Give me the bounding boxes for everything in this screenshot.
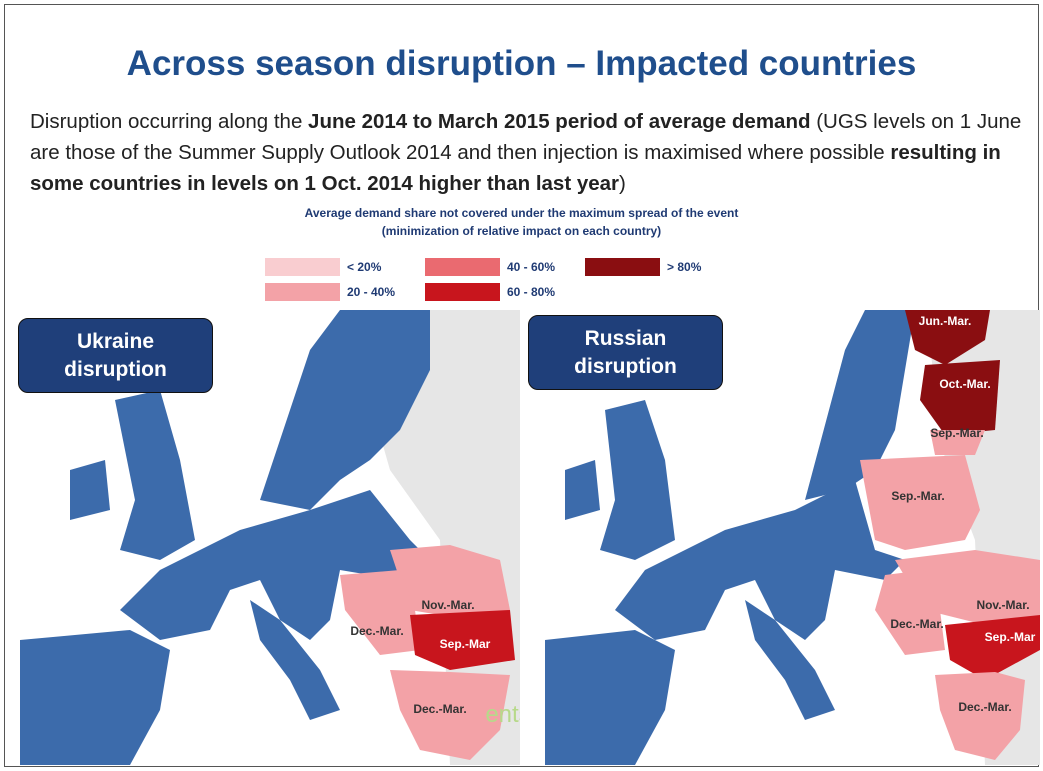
intro-text: (UGS levels on 1 June are those of the S… — [30, 110, 1022, 164]
legend-subtitle: (minimization of relative impact on each… — [381, 224, 662, 238]
scandinavia — [260, 310, 430, 510]
map-badge: Ukraine disruption — [18, 318, 213, 393]
iberia — [545, 630, 675, 765]
legend-swatch — [265, 258, 340, 276]
region — [920, 360, 1000, 435]
region — [875, 570, 945, 655]
region-label: Dec.-Mar. — [413, 702, 466, 716]
region-label: Oct.-Mar. — [939, 377, 990, 391]
ireland — [70, 460, 110, 520]
intro-text: Disruption occurring along the — [30, 110, 309, 133]
ireland — [565, 460, 600, 520]
intro-text: ) — [619, 172, 626, 195]
uk — [600, 400, 675, 560]
region — [905, 310, 990, 365]
region-label: Sep.-Mar — [440, 637, 491, 651]
iberia — [20, 630, 170, 765]
region-label: Jun.-Mar. — [919, 314, 972, 328]
region — [930, 430, 985, 455]
legend-label: > 80% — [667, 260, 702, 274]
europe — [615, 480, 905, 640]
map-badge: Russian disruption — [528, 315, 723, 390]
uk — [115, 390, 195, 560]
europe — [120, 490, 430, 640]
italy — [250, 600, 340, 720]
region-label: Nov.-Mar. — [421, 598, 474, 612]
legend-label: < 20% — [347, 260, 382, 274]
legend-swatch — [425, 283, 500, 301]
region — [390, 670, 510, 760]
region — [340, 570, 420, 655]
title: Across season disruption – Impacted coun… — [126, 44, 917, 83]
scandinavia — [805, 310, 915, 500]
intro-text: resulting in some countries in levels on… — [30, 141, 1001, 195]
italy — [745, 600, 835, 720]
region-label: Sep.-Mar — [985, 630, 1036, 644]
region-label: Nov.-Mar. — [976, 598, 1029, 612]
map-russia: Jun.-Mar. Oct.-Mar. Sep.-Mar. Sep.-Mar. … — [525, 310, 1040, 765]
legend-swatch — [265, 283, 340, 301]
intro-text: June 2014 to March 2015 period of averag… — [308, 110, 811, 133]
region-label: Dec.-Mar. — [958, 700, 1011, 714]
legend-label: 20 - 40% — [347, 285, 396, 299]
region-label: Dec.-Mar. — [350, 624, 403, 638]
legend-swatch — [585, 258, 660, 276]
region-label: Sep.-Mar. — [891, 489, 944, 503]
legend-swatch — [425, 258, 500, 276]
watermark: ents — [485, 701, 520, 728]
region — [410, 610, 515, 670]
legend-label: 40 - 60% — [507, 260, 556, 274]
legend-label: 60 - 80% — [507, 285, 556, 299]
region — [945, 615, 1040, 680]
region-label: Dec.-Mar. — [890, 617, 943, 631]
legend-title: Average demand share not covered under t… — [304, 206, 739, 220]
intro: Disruption occurring along the June 2014… — [30, 106, 1040, 199]
region-label: Sep.-Mar. — [930, 426, 983, 440]
region — [935, 672, 1025, 760]
region — [860, 455, 980, 550]
region — [390, 545, 510, 620]
